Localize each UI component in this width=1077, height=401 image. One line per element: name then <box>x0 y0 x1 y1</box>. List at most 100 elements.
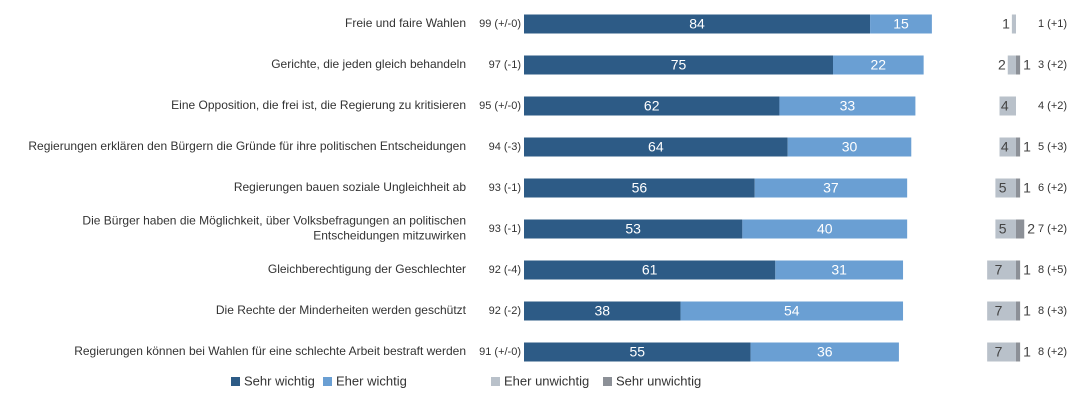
legend-swatch <box>603 377 612 386</box>
total-unimportant: 8 (+2) <box>1038 346 1067 358</box>
category-label: Regierungen können bei Wahlen für eine s… <box>74 344 466 358</box>
total-important: 93 (-1) <box>489 182 521 194</box>
bar-segment <box>750 342 899 362</box>
bar-segment <box>1016 137 1021 157</box>
bar-segment <box>1011 14 1016 34</box>
total-unimportant: 8 (+3) <box>1038 305 1067 317</box>
value-label: 38 <box>594 303 610 319</box>
bar-segment <box>833 55 924 75</box>
total-important: 95 (+/-0) <box>479 100 521 112</box>
total-important: 99 (+/-0) <box>479 18 521 30</box>
value-label: 30 <box>842 139 858 155</box>
bar-segment <box>870 14 932 34</box>
category-label: Regierungen bauen soziale Ungleichheit a… <box>234 180 466 194</box>
bar-segment <box>987 260 1016 280</box>
bar-segment <box>524 342 751 362</box>
bar-segment <box>524 260 776 280</box>
bar-segment <box>779 96 916 116</box>
value-label: 36 <box>817 344 833 360</box>
value-label: 7 <box>995 344 1003 360</box>
total-unimportant: 4 (+2) <box>1038 100 1067 112</box>
value-label: 15 <box>893 16 909 32</box>
legend-swatch <box>231 377 240 386</box>
bar-segment <box>1016 342 1021 362</box>
total-unimportant: 3 (+2) <box>1038 59 1067 71</box>
bar-segment <box>987 342 1016 362</box>
bar-segment <box>524 55 833 75</box>
bar-segment <box>999 137 1016 157</box>
bar-segment <box>1016 219 1025 239</box>
category-label: Gerichte, die jeden gleich behandeln <box>271 57 466 71</box>
value-label: 56 <box>632 180 648 196</box>
value-label: 2 <box>1027 221 1035 237</box>
bar-segment <box>987 301 1016 321</box>
total-unimportant: 6 (+2) <box>1038 182 1067 194</box>
value-label: 75 <box>671 57 687 73</box>
legend-label: Eher unwichtig <box>504 373 589 388</box>
category-label: Freie und faire Wahlen <box>345 16 466 30</box>
bar-segment <box>524 178 755 198</box>
value-label: 54 <box>784 303 800 319</box>
total-unimportant: 5 (+3) <box>1038 141 1067 153</box>
value-label: 37 <box>823 180 839 196</box>
bar-segment <box>1007 55 1016 75</box>
bar-segment <box>680 301 904 321</box>
value-label: 1 <box>1023 344 1031 360</box>
value-label: 1 <box>1023 139 1031 155</box>
value-label: 84 <box>689 16 705 32</box>
bar-segment <box>999 96 1016 116</box>
total-important: 97 (-1) <box>489 59 521 71</box>
value-label: 1 <box>1023 303 1031 319</box>
legend-label: Eher wichtig <box>336 373 407 388</box>
total-unimportant: 8 (+5) <box>1038 264 1067 276</box>
total-important: 94 (-3) <box>489 141 521 153</box>
bar-segment <box>1016 260 1021 280</box>
bar-segment <box>1016 301 1021 321</box>
total-important: 91 (+/-0) <box>479 346 521 358</box>
bar-segment <box>787 137 912 157</box>
value-label: 4 <box>1001 139 1009 155</box>
category-label: Regierungen erklären den Bürgern die Grü… <box>28 139 466 153</box>
bar-segment <box>524 137 788 157</box>
value-label: 55 <box>630 344 646 360</box>
total-important: 92 (-4) <box>489 264 521 276</box>
value-label: 1 <box>1023 57 1031 73</box>
value-label: 53 <box>625 221 641 237</box>
category-label: Eine Opposition, die frei ist, die Regie… <box>171 98 466 112</box>
value-label: 62 <box>644 98 660 114</box>
bar-segment <box>1016 178 1021 198</box>
value-label: 1 <box>1023 180 1031 196</box>
bar-segment <box>524 14 871 34</box>
value-label: 61 <box>642 262 658 278</box>
total-important: 92 (-2) <box>489 305 521 317</box>
value-label: 33 <box>840 98 856 114</box>
legend-swatch <box>491 377 500 386</box>
category-label: Die Bürger haben die Möglichkeit, über V… <box>82 214 466 243</box>
value-label: 7 <box>995 303 1003 319</box>
bar-segment <box>742 219 908 239</box>
value-label: 1 <box>1023 262 1031 278</box>
value-label: 22 <box>871 57 887 73</box>
bar-segment <box>524 96 780 116</box>
bar-segment <box>775 260 904 280</box>
bar-segment <box>524 219 743 239</box>
value-label: 7 <box>995 262 1003 278</box>
value-label: 40 <box>817 221 833 237</box>
value-label: 4 <box>1001 98 1009 114</box>
value-label: 31 <box>831 262 847 278</box>
value-label: 64 <box>648 139 664 155</box>
bar-segment <box>995 219 1016 239</box>
legend-label: Sehr unwichtig <box>616 373 701 388</box>
value-label: 2 <box>998 57 1006 73</box>
bar-segment <box>995 178 1016 198</box>
value-label: 1 <box>1002 16 1010 32</box>
category-label: Gleichberechtigung der Geschlechter <box>268 262 466 276</box>
bar-segment <box>1016 55 1021 75</box>
bar-segment <box>524 301 681 321</box>
total-unimportant: 1 (+1) <box>1038 18 1067 30</box>
value-label: 5 <box>999 221 1007 237</box>
legend-swatch <box>323 377 332 386</box>
legend-label: Sehr wichtig <box>244 373 315 388</box>
